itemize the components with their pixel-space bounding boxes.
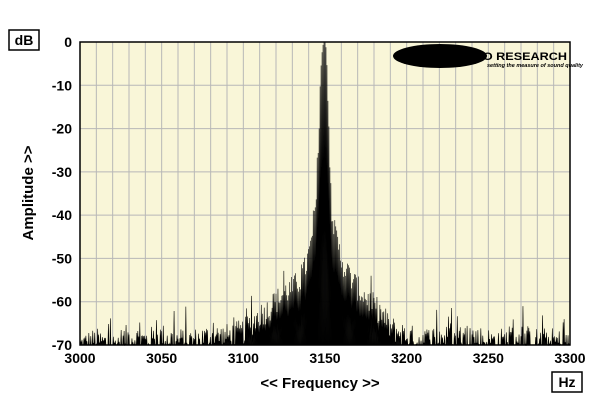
y-tick-label: -50 — [52, 250, 72, 266]
y-unit-box: dB — [8, 29, 40, 51]
x-tick-label: 3000 — [64, 350, 95, 366]
x-tick-label: 3250 — [473, 350, 504, 366]
y-tick-label: -30 — [52, 164, 72, 180]
logo-tagline: setting the measure of sound quality — [487, 63, 584, 69]
y-axis-title: Amplitude >> — [20, 145, 37, 240]
y-tick-label: -20 — [52, 121, 72, 137]
logo: MILLER AUDIO RESEARCH setting the measur… — [393, 44, 584, 69]
y-tick-label: 0 — [64, 34, 72, 50]
x-tick-labels: 3000 3050 3100 3150 3200 3250 3300 — [64, 350, 585, 366]
plot-border — [79, 41, 571, 346]
x-tick-label: 3200 — [391, 350, 422, 366]
y-tick-label: -70 — [52, 337, 72, 353]
y-tick-label: -10 — [52, 77, 72, 93]
logo-name: MILLER AUDIO RESEARCH — [402, 51, 567, 63]
y-tick-label: -40 — [52, 207, 72, 223]
x-tick-label: 3100 — [228, 350, 259, 366]
x-unit-box: Hz — [551, 371, 583, 393]
x-tick-label: 3150 — [309, 350, 340, 366]
x-axis-title: << Frequency >> — [260, 375, 379, 392]
y-tick-label: -60 — [52, 294, 72, 310]
y-unit-label: dB — [15, 32, 34, 48]
x-tick-label: 3300 — [554, 350, 585, 366]
x-tick-label: 3050 — [146, 350, 177, 366]
y-tick-labels: 0 -10 -20 -30 -40 -50 -60 -70 — [52, 34, 72, 353]
logo-oval — [393, 44, 487, 68]
x-unit-label: Hz — [558, 374, 575, 390]
